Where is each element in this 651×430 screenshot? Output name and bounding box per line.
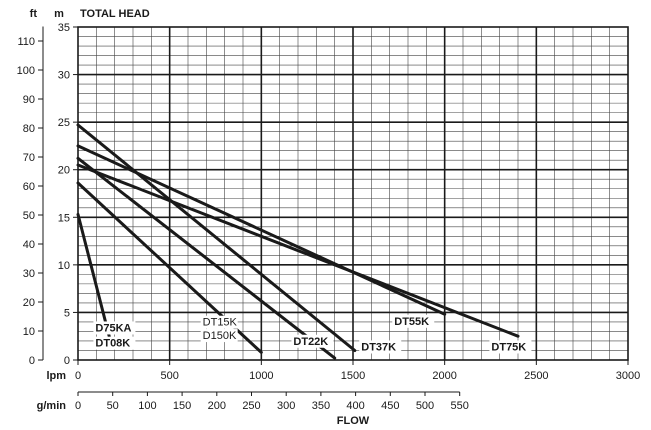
- lpm-tick-label: 3000: [616, 370, 640, 382]
- series-label-bg: [359, 340, 402, 354]
- x-axis-label: FLOW: [337, 415, 370, 427]
- ft-tick-label: 100: [17, 65, 35, 77]
- gpm-axis-unit: g/min: [37, 400, 67, 412]
- ft-tick-label: 80: [23, 123, 35, 135]
- series-label: DT55K: [394, 316, 429, 328]
- series-label-bg: [93, 336, 136, 350]
- series-label: DT75K: [491, 341, 526, 353]
- series-curve: [76, 123, 357, 352]
- series-label: DT22K: [293, 336, 328, 348]
- m-tick-label: 10: [58, 260, 70, 272]
- gpm-tick-label: 100: [138, 400, 156, 412]
- ft-tick-label: 40: [23, 239, 35, 251]
- lpm-tick-label: 2000: [432, 370, 456, 382]
- ft-tick-label: 90: [23, 94, 35, 106]
- series-label: D150K: [203, 330, 237, 342]
- series-label: D75KA: [95, 322, 131, 334]
- gpm-tick-label: 150: [173, 400, 191, 412]
- m-tick-label: 25: [58, 117, 70, 129]
- series-label: DT15K: [203, 317, 238, 329]
- gpm-tick-label: 300: [277, 400, 295, 412]
- chart-title: TOTAL HEAD: [80, 8, 150, 20]
- lpm-tick-label: 0: [75, 370, 81, 382]
- series-label-bg: [291, 334, 334, 348]
- series-label: DT37K: [361, 341, 396, 353]
- series-label-bg: [200, 315, 238, 329]
- m-axis-unit: m: [54, 8, 64, 20]
- gpm-tick-label: 350: [312, 400, 330, 412]
- ft-tick-label: 70: [23, 152, 35, 164]
- gpm-tick-label: 450: [381, 400, 399, 412]
- m-tick-label: 30: [58, 70, 70, 82]
- m-tick-label: 15: [58, 212, 70, 224]
- series-label-bg: [392, 314, 435, 328]
- ft-tick-label: 60: [23, 181, 35, 193]
- gpm-tick-label: 200: [208, 400, 226, 412]
- series-curve: [76, 144, 447, 316]
- gpm-tick-label: 400: [346, 400, 364, 412]
- m-tick-label: 35: [58, 22, 70, 34]
- lpm-axis-unit: lpm: [46, 370, 66, 382]
- lpm-tick-label: 500: [160, 370, 178, 382]
- gpm-tick-label: 50: [107, 400, 119, 412]
- ft-axis-unit: ft: [30, 8, 38, 20]
- gpm-tick-label: 500: [416, 400, 434, 412]
- ft-tick-label: 110: [17, 36, 35, 48]
- ft-tick-label: 0: [29, 355, 35, 367]
- series-label-bg: [93, 321, 136, 335]
- series-curve: [76, 212, 111, 338]
- ft-tick-label: 10: [23, 326, 35, 338]
- ft-tick-label: 20: [23, 297, 35, 309]
- lpm-tick-label: 1000: [249, 370, 273, 382]
- series-label-bg: [200, 329, 238, 343]
- lpm-tick-label: 1500: [341, 370, 365, 382]
- series-curve: [76, 163, 520, 338]
- ft-tick-label: 30: [23, 268, 35, 280]
- lpm-tick-label: 2500: [524, 370, 548, 382]
- m-tick-label: 20: [58, 165, 70, 177]
- gpm-tick-label: 550: [451, 400, 469, 412]
- gpm-tick-label: 250: [242, 400, 260, 412]
- series-label: DT08K: [95, 338, 130, 350]
- m-tick-label: 5: [64, 307, 70, 319]
- gpm-tick-label: 0: [75, 400, 81, 412]
- ft-tick-label: 50: [23, 210, 35, 222]
- m-tick-label: 0: [64, 355, 70, 367]
- series-label-bg: [489, 340, 532, 354]
- series-curve: [76, 156, 337, 360]
